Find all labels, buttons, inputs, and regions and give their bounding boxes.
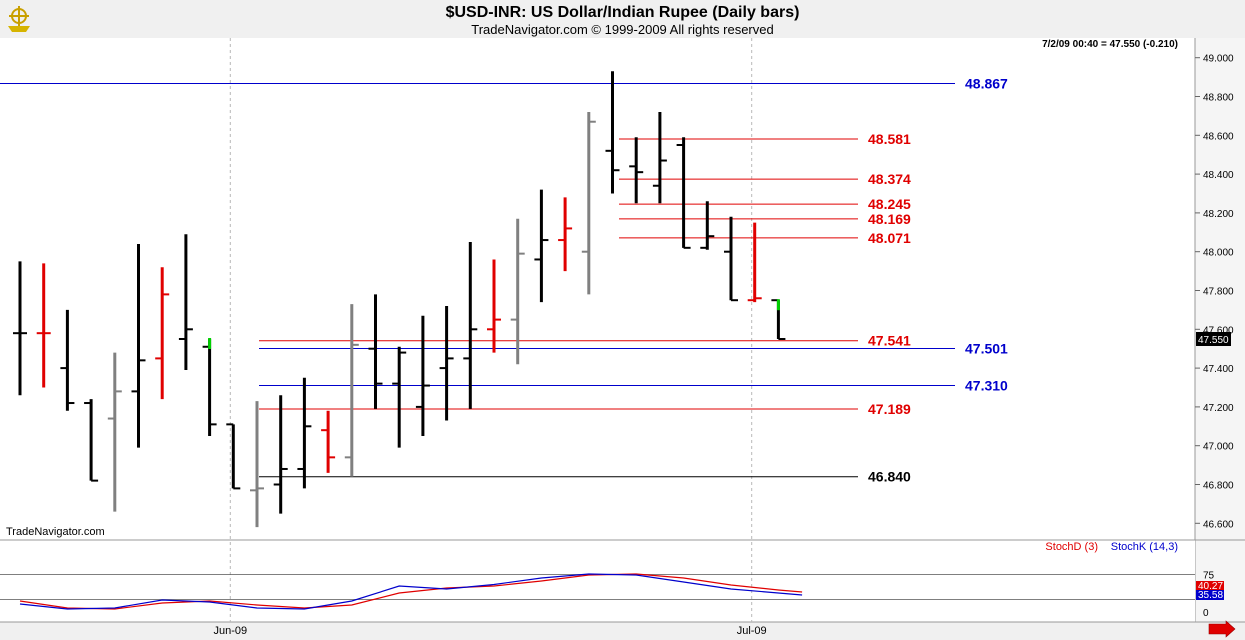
ohlc-bar bbox=[700, 201, 715, 250]
price-tick-label: 48.400 bbox=[1203, 170, 1234, 181]
ohlc-bar bbox=[107, 352, 122, 512]
ohlc-bar bbox=[652, 112, 667, 204]
price-level-label: 48.374 bbox=[868, 171, 911, 187]
time-tick-label: Jul-09 bbox=[737, 625, 767, 637]
price-tick-label: 47.800 bbox=[1203, 287, 1234, 298]
time-tick-label: Jun-09 bbox=[213, 625, 247, 637]
ohlc-bar bbox=[724, 216, 738, 302]
chart-title: $USD-INR: US Dollar/Indian Rupee (Daily … bbox=[445, 4, 800, 21]
chart-header: $USD-INR: US Dollar/Indian Rupee (Daily … bbox=[0, 0, 1245, 39]
ohlc-bar bbox=[534, 189, 549, 303]
stochastic-last-value-marker bbox=[1196, 590, 1224, 600]
price-tick-label: 48.600 bbox=[1203, 131, 1234, 142]
price-tick-label: 48.000 bbox=[1203, 248, 1234, 259]
stochastic-last-value-label: 35.58 bbox=[1198, 590, 1223, 601]
ohlc-bar bbox=[202, 338, 217, 436]
ohlc-bar bbox=[84, 399, 99, 482]
price-level-label: 47.189 bbox=[868, 401, 911, 417]
ohlc-bar bbox=[131, 243, 146, 448]
ohlc-bars bbox=[13, 71, 786, 528]
ohlc-bar bbox=[250, 401, 264, 528]
stochastic-series-line bbox=[19, 573, 803, 610]
ohlc-bar bbox=[558, 197, 573, 272]
ohlc-bar bbox=[178, 234, 193, 371]
stochastic-series-line bbox=[19, 573, 803, 610]
stochastic-last-value-label: 40.27 bbox=[1198, 581, 1223, 592]
price-tick-label: 47.000 bbox=[1203, 442, 1234, 453]
stochastic-last-value-marker bbox=[1196, 581, 1224, 591]
price-tick-label: 48.200 bbox=[1203, 209, 1234, 220]
price-axis-ticks: 49.000 48.800 48.600 48.400 48.200 48.000 47.8… bbox=[1195, 54, 1234, 530]
ohlc-bar bbox=[676, 137, 691, 249]
ohlc-bar bbox=[392, 346, 407, 448]
price-level-label: 48.867 bbox=[965, 76, 1008, 92]
price-tick-label: 46.600 bbox=[1203, 519, 1234, 530]
ohlc-bar bbox=[463, 242, 478, 409]
ohlc-bar bbox=[226, 423, 241, 490]
price-readout: 7/2/09 00:40 = 47.550 (-0.210) bbox=[1042, 39, 1178, 50]
ohlc-bar bbox=[415, 315, 430, 436]
chart-subtitle: TradeNavigator.com © 1999-2009 All right… bbox=[471, 22, 774, 37]
watermark-text: TradeNavigator.com bbox=[6, 526, 105, 538]
last-price-marker bbox=[1196, 332, 1231, 346]
ohlc-bar bbox=[581, 112, 596, 295]
ohlc-bar bbox=[439, 306, 454, 421]
ohlc-bar bbox=[510, 218, 525, 365]
stochastic-tick-label: 75 bbox=[1203, 571, 1215, 582]
ohlc-bar bbox=[36, 263, 51, 388]
ohlc-bar bbox=[368, 294, 383, 409]
legend-stochk: StochK (14,3) bbox=[1111, 541, 1178, 553]
price-tick-label: 47.600 bbox=[1203, 325, 1234, 336]
ohlc-bar bbox=[321, 410, 336, 473]
price-tick-label: 49.000 bbox=[1203, 54, 1234, 65]
ohlc-bar bbox=[487, 259, 501, 353]
ohlc-bar bbox=[605, 71, 620, 194]
ohlc-bar bbox=[771, 299, 786, 340]
price-level-label: 48.071 bbox=[868, 230, 911, 246]
ohlc-bar bbox=[155, 267, 170, 400]
stochastic-tick-label: 0 bbox=[1203, 608, 1209, 619]
price-level-label: 47.310 bbox=[965, 378, 1008, 394]
price-level-label: 47.501 bbox=[965, 341, 1008, 357]
time-gridlines bbox=[229, 38, 753, 622]
price-tick-label: 46.800 bbox=[1203, 481, 1234, 492]
scroll-right-arrow-icon[interactable] bbox=[1208, 620, 1236, 638]
ohlc-bar bbox=[60, 309, 75, 411]
price-plot-area[interactable] bbox=[0, 38, 1195, 540]
navigator-ship-wheel-icon bbox=[8, 6, 30, 32]
ohlc-bar bbox=[344, 304, 359, 477]
time-axis-area bbox=[0, 622, 1245, 640]
stochastic-plot-area[interactable] bbox=[0, 540, 1195, 622]
ohlc-bar bbox=[747, 222, 762, 303]
legend-stochd: StochD (3) bbox=[1045, 541, 1098, 553]
price-level-label: 48.245 bbox=[868, 196, 911, 212]
price-level-label: 46.840 bbox=[868, 469, 911, 485]
price-tick-label: 47.200 bbox=[1203, 403, 1234, 414]
last-price-label: 47.550 bbox=[1198, 335, 1229, 346]
ohlc-bar bbox=[297, 377, 312, 489]
price-tick-label: 47.400 bbox=[1203, 364, 1234, 375]
ohlc-bar bbox=[273, 395, 288, 514]
price-tick-label: 48.800 bbox=[1203, 93, 1234, 104]
price-level-label: 48.169 bbox=[868, 211, 911, 227]
ohlc-bar bbox=[629, 137, 644, 204]
price-level-label: 47.541 bbox=[868, 333, 911, 349]
ohlc-bar bbox=[13, 261, 27, 396]
price-level-label: 48.581 bbox=[868, 131, 911, 147]
time-axis-ticks: Jun-09 Jul-09 bbox=[213, 625, 766, 637]
